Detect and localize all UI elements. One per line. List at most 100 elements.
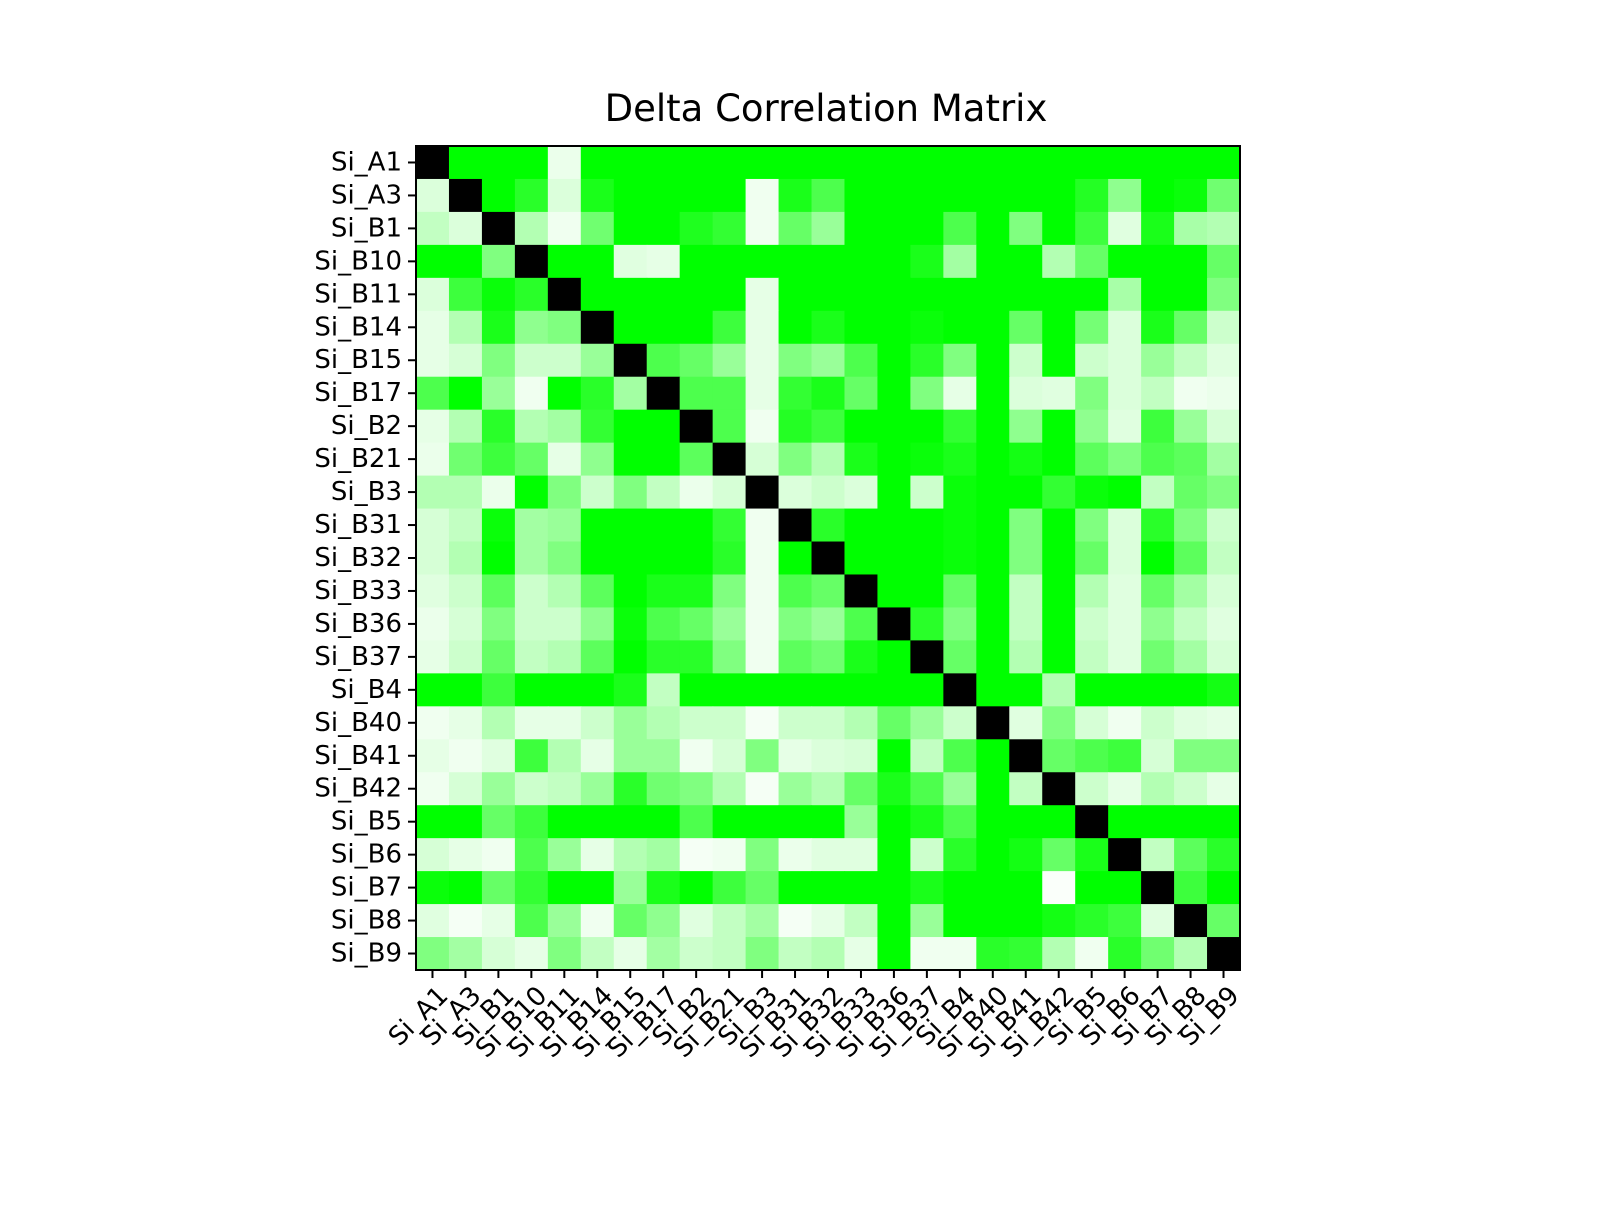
heatmap-cell (580, 475, 615, 510)
heatmap-cell (1141, 640, 1175, 674)
heatmap-cell (844, 146, 879, 180)
heatmap-cell (811, 838, 846, 872)
heatmap-cell (910, 211, 944, 246)
heatmap-cell (1207, 409, 1241, 444)
heatmap-cell (481, 475, 516, 510)
heatmap-cell (1108, 409, 1142, 444)
heatmap-cell (976, 310, 1010, 345)
heatmap-cell (514, 178, 549, 213)
heatmap-cell (1141, 772, 1175, 806)
heatmap-cell (514, 739, 549, 773)
heatmap-cell (976, 343, 1010, 378)
heatmap-cell (811, 475, 846, 510)
heatmap-cell (1207, 310, 1241, 345)
heatmap-cell (778, 343, 813, 378)
heatmap-cell (712, 805, 747, 839)
heatmap-cell (712, 574, 747, 609)
heatmap-cell (877, 442, 911, 477)
heatmap-cell (1141, 904, 1175, 938)
heatmap-cell (910, 871, 944, 905)
heatmap-cell (679, 442, 714, 477)
heatmap-cell (877, 277, 911, 312)
heatmap-cell (778, 574, 813, 609)
heatmap-cell (910, 244, 944, 279)
heatmap-cell (712, 211, 747, 246)
heatmap-cell (811, 640, 846, 674)
heatmap-cell (481, 211, 516, 246)
heatmap-cell (1108, 772, 1142, 806)
heatmap-cell (1174, 244, 1208, 279)
heatmap-cell (448, 277, 483, 312)
heatmap-cell (514, 772, 549, 806)
heatmap-cell (976, 475, 1010, 510)
heatmap-cell (778, 376, 813, 411)
heatmap-cell (745, 772, 780, 806)
heatmap-cell (646, 574, 681, 609)
heatmap-cell (745, 178, 780, 213)
heatmap-cell (1174, 673, 1208, 707)
heatmap-cell (1207, 805, 1241, 839)
heatmap-cell (1174, 310, 1208, 345)
heatmap-cell (646, 640, 681, 674)
heatmap-cell (514, 376, 549, 411)
heatmap-cell (679, 937, 714, 971)
heatmap-cell (976, 574, 1010, 609)
heatmap-cell (712, 146, 747, 180)
heatmap-cell (778, 739, 813, 773)
heatmap-cell (877, 475, 911, 510)
heatmap-cell (1042, 904, 1076, 938)
heatmap-cell (547, 739, 582, 773)
heatmap-cell (778, 442, 813, 477)
heatmap-cell (745, 343, 780, 378)
heatmap-cell (481, 508, 516, 543)
heatmap-cell (712, 607, 747, 641)
heatmap-cell (976, 706, 1010, 740)
heatmap-cell (778, 937, 813, 971)
heatmap-cell (481, 937, 516, 971)
heatmap-cell (745, 904, 780, 938)
heatmap-cell (910, 178, 944, 213)
heatmap-cell (778, 871, 813, 905)
heatmap-cell (1075, 508, 1109, 543)
heatmap-cell (745, 442, 780, 477)
heatmap-cell (745, 376, 780, 411)
heatmap-cell (976, 739, 1010, 773)
heatmap-cell (943, 838, 977, 872)
heatmap-cell (910, 442, 944, 477)
heatmap-cell (613, 640, 648, 674)
heatmap-cell (811, 409, 846, 444)
heatmap-cell (1141, 343, 1175, 378)
heatmap-cell (547, 673, 582, 707)
heatmap-cell (646, 376, 681, 411)
heatmap-cell (448, 442, 483, 477)
y-tick-label: Si_B7 (331, 873, 402, 903)
heatmap-cell (910, 937, 944, 971)
heatmap-cell (416, 739, 450, 773)
heatmap-cell (448, 838, 483, 872)
heatmap-cell (1207, 838, 1241, 872)
heatmap-cell (448, 937, 483, 971)
heatmap-cell (613, 739, 648, 773)
heatmap-cell (943, 937, 977, 971)
heatmap-cell (778, 772, 813, 806)
heatmap-cell (1042, 409, 1076, 444)
heatmap-cell (679, 904, 714, 938)
heatmap-cell (416, 805, 450, 839)
heatmap-cell (844, 739, 879, 773)
heatmap-cell (943, 871, 977, 905)
heatmap-cell (613, 706, 648, 740)
heatmap-cell (778, 146, 813, 180)
heatmap-cell (1141, 244, 1175, 279)
heatmap-cell (976, 607, 1010, 641)
heatmap-cell (877, 937, 911, 971)
heatmap-cell (976, 211, 1010, 246)
heatmap-cell (1009, 739, 1043, 773)
heatmap-cell (679, 178, 714, 213)
heatmap-cell (811, 673, 846, 707)
heatmap-cell (745, 211, 780, 246)
heatmap-cell (646, 244, 681, 279)
heatmap-cell (1174, 640, 1208, 674)
heatmap-cell (1042, 508, 1076, 543)
heatmap-cell (943, 343, 977, 378)
heatmap-cell (613, 673, 648, 707)
